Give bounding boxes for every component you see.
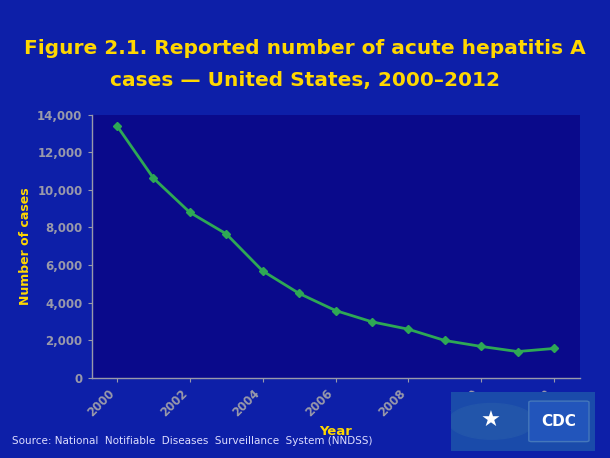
- FancyBboxPatch shape: [443, 390, 603, 453]
- X-axis label: Year: Year: [319, 425, 352, 438]
- Text: Figure 2.1. Reported number of acute hepatitis A: Figure 2.1. Reported number of acute hep…: [24, 38, 586, 58]
- Text: ★: ★: [480, 411, 500, 431]
- Circle shape: [448, 403, 534, 439]
- Text: CDC: CDC: [542, 414, 576, 429]
- Y-axis label: Number of cases: Number of cases: [18, 187, 32, 305]
- FancyBboxPatch shape: [529, 401, 589, 442]
- Text: cases — United States, 2000–2012: cases — United States, 2000–2012: [110, 71, 500, 90]
- Text: Source: National  Notifiable  Diseases  Surveillance  System (NNDSS): Source: National Notifiable Diseases Sur…: [12, 436, 373, 446]
